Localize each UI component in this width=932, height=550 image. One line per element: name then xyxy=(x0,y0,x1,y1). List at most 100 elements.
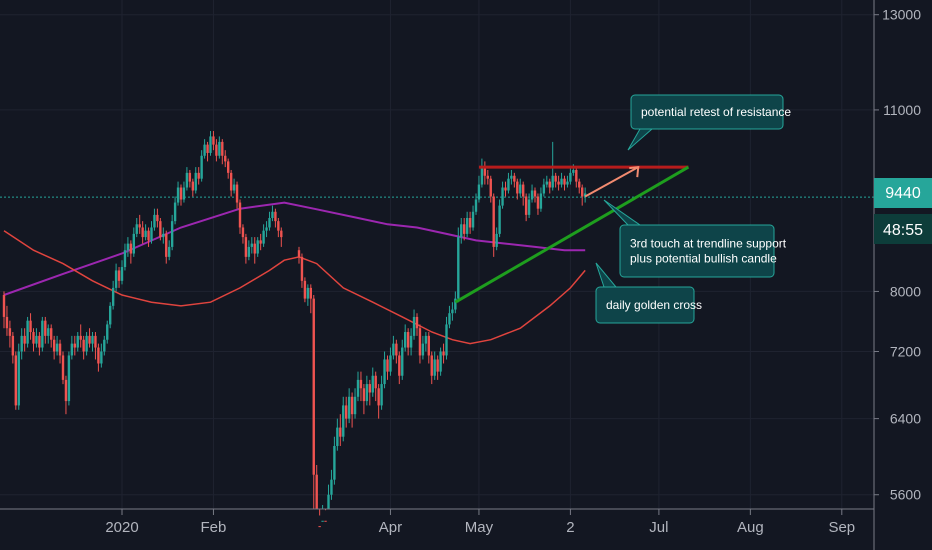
candle-body xyxy=(471,211,475,228)
candle xyxy=(468,211,472,234)
price-axis[interactable]: 5600 6400 7200 8000 11000 13000 xyxy=(874,7,921,503)
candles xyxy=(2,131,587,528)
candle xyxy=(5,305,9,336)
candle-body xyxy=(212,136,215,145)
candle xyxy=(141,221,144,244)
time-tick-label: Aug xyxy=(737,519,764,536)
candle xyxy=(300,253,304,288)
candle-body xyxy=(409,335,413,348)
candle-body xyxy=(200,155,203,179)
time-axis[interactable]: 2020 Feb Apr May 2 Jul Aug Sep xyxy=(105,509,855,536)
candle xyxy=(510,169,513,185)
candle xyxy=(433,351,436,380)
candle-body xyxy=(44,320,47,336)
candle xyxy=(460,217,463,244)
candle xyxy=(179,184,183,206)
candle xyxy=(581,184,584,206)
candle xyxy=(350,392,354,428)
candle-body xyxy=(188,172,192,182)
candle-body xyxy=(300,256,304,281)
candle-body xyxy=(227,161,230,173)
candle xyxy=(170,214,174,251)
candle-body xyxy=(486,175,489,179)
candle-body xyxy=(26,320,29,344)
drawings xyxy=(454,165,690,304)
candle-body xyxy=(126,243,130,251)
candle-body xyxy=(268,217,271,228)
candle xyxy=(203,139,206,159)
candle xyxy=(35,328,38,348)
candle-body xyxy=(91,335,94,344)
candle-body xyxy=(52,339,56,352)
callout[interactable]: potential retest of resistance xyxy=(627,94,791,151)
candle-body xyxy=(498,205,501,234)
candle-body xyxy=(368,384,371,393)
candle xyxy=(398,351,401,385)
candle-body xyxy=(563,178,566,185)
candle-body xyxy=(11,335,15,356)
candle-body xyxy=(350,396,354,415)
candle xyxy=(536,193,540,215)
candle-body xyxy=(566,181,569,185)
candle-body xyxy=(79,335,82,340)
candle xyxy=(442,343,445,364)
candle-body xyxy=(457,237,460,299)
candle xyxy=(11,332,15,364)
candle xyxy=(271,205,274,222)
candle-body xyxy=(265,227,268,231)
candle-body xyxy=(20,335,23,352)
candle-body xyxy=(114,270,118,288)
candle-body xyxy=(173,202,177,222)
candle-body xyxy=(389,355,392,372)
candle xyxy=(111,280,115,310)
callout-box xyxy=(630,94,784,130)
candle xyxy=(566,175,569,188)
candle xyxy=(132,227,135,257)
candle-body xyxy=(88,335,91,344)
candle xyxy=(52,335,56,360)
candle-body xyxy=(262,230,265,244)
candle-body xyxy=(480,167,484,185)
candle-body xyxy=(185,172,189,188)
candle xyxy=(197,167,200,185)
callout-text: potential retest of resistance xyxy=(641,105,791,119)
callout-text: daily golden cross xyxy=(606,298,702,312)
candle xyxy=(418,324,422,364)
candle-body xyxy=(554,175,557,182)
candle-body xyxy=(179,187,183,200)
candle-body xyxy=(463,224,466,234)
callout-box xyxy=(595,286,695,324)
candle-body xyxy=(147,230,150,241)
candle-body xyxy=(103,339,106,352)
candle-body xyxy=(318,526,321,528)
candle xyxy=(377,384,380,419)
candle-body xyxy=(454,298,457,310)
candle-body xyxy=(111,287,115,306)
candle xyxy=(224,150,227,168)
candle-body xyxy=(55,343,59,352)
candle xyxy=(262,224,265,247)
candle-body xyxy=(495,233,498,247)
candle-body xyxy=(97,347,100,364)
candle xyxy=(268,211,271,231)
candle-body xyxy=(468,217,472,228)
candle-body xyxy=(209,136,212,153)
candle xyxy=(191,178,194,197)
candle xyxy=(188,169,192,188)
candle-body xyxy=(141,227,144,238)
candle xyxy=(14,351,17,410)
candle xyxy=(359,371,363,402)
candle-body xyxy=(519,184,522,194)
callout[interactable]: daily golden cross xyxy=(595,262,702,324)
candle-body xyxy=(61,355,65,380)
candle-body xyxy=(386,359,389,372)
candle xyxy=(463,217,466,241)
candle-body xyxy=(35,335,38,344)
candle-body xyxy=(404,332,407,348)
candle-body xyxy=(274,211,277,222)
candle xyxy=(374,371,377,402)
candle-body xyxy=(439,351,442,372)
candle-body xyxy=(507,178,510,191)
candle-body xyxy=(527,199,531,215)
